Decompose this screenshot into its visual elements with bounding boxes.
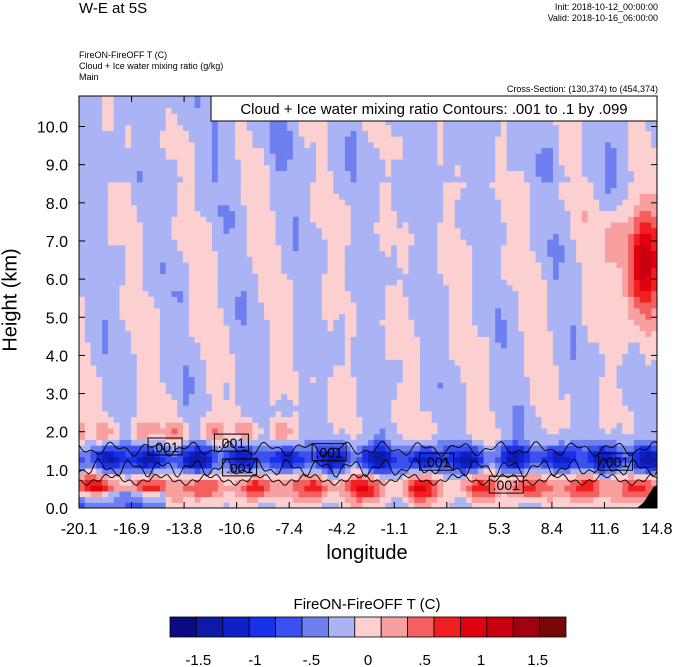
field-label-domain: Main: [79, 72, 99, 82]
colorbar-tick-label: 1.5: [527, 652, 548, 667]
contour-label: .001: [488, 475, 524, 494]
valid-time-label: Valid: 2018-10-16_06:00:00: [547, 13, 658, 23]
colorbar-tick-label: .5: [418, 652, 431, 667]
contour-info-box: Cloud + Ice water mixing ratio Contours:…: [210, 95, 658, 122]
contour-label: .001: [598, 452, 634, 471]
colorbar-swatch: [301, 616, 329, 638]
axes: 0.01.02.03.04.05.06.07.08.09.010.0-20.1-…: [37, 96, 673, 538]
y-tick-label: 8.0: [46, 196, 68, 213]
contour-label: .001: [419, 452, 455, 471]
colorbar-tick-label: 1: [477, 652, 485, 667]
contour-label: .001: [222, 458, 258, 477]
colorbar-tick-label: -.5: [303, 652, 321, 667]
colorbar: -1.5 -1 -.5 0 .5 1 1.5: [169, 616, 567, 667]
y-tick-label: 6.0: [46, 272, 68, 289]
x-tick-label: -10.6: [218, 521, 255, 538]
x-tick-label: 2.1: [436, 521, 458, 538]
colorbar-swatch: [459, 616, 488, 638]
x-tick-label: 8.4: [541, 521, 563, 538]
x-tick-label: -20.1: [61, 521, 98, 538]
y-tick-label: 9.0: [46, 158, 68, 175]
colorbar-title: FireON-FireOFF T (C): [293, 596, 441, 613]
colorbar-tick-label: -1.5: [185, 652, 211, 667]
colorbar-swatch: [539, 616, 567, 638]
contour-label: .001: [311, 443, 347, 462]
y-tick-label: 4.0: [46, 348, 68, 365]
colorbar-tick-label: -1: [248, 652, 261, 667]
colorbar-swatch: [354, 616, 382, 638]
colorbar-swatch: [486, 616, 514, 638]
field-label-temperature: FireON-FireOFF T (C): [79, 50, 168, 60]
x-tick-label: 14.8: [641, 521, 672, 538]
colorbar-swatch: [512, 616, 541, 638]
terrain: [637, 485, 657, 508]
contour-label: .001: [213, 433, 249, 452]
y-tick-label: 10.0: [37, 120, 68, 137]
contour-line: [79, 440, 657, 457]
colorbar-swatch: [248, 616, 276, 638]
chart-title: W-E at 5S: [79, 0, 148, 17]
colorbar-swatch: [195, 616, 224, 638]
y-axis-label: Height (km): [0, 248, 22, 352]
cross-section-label: Cross-Section: (130,374) to (454,374): [506, 84, 658, 94]
colorbar-swatch: [433, 616, 461, 638]
field-label-mixing-ratio: Cloud + Ice water mixing ratio (g/kg): [79, 61, 224, 71]
contour-line: [79, 473, 657, 487]
y-tick-label: 2.0: [46, 425, 68, 442]
colorbar-swatch: [380, 616, 409, 638]
colorbar-swatch: [407, 616, 435, 638]
x-tick-label: 11.6: [589, 521, 619, 538]
contour-line: [79, 457, 657, 478]
y-tick-label: 5.0: [46, 310, 68, 327]
x-tick-label: 5.3: [488, 521, 510, 538]
contour-info-text: Cloud + Ice water mixing ratio Contours:…: [240, 101, 627, 118]
y-tick-label: 0.0: [46, 501, 68, 518]
colorbar-swatch: [327, 616, 356, 638]
contour-label: .001: [147, 437, 183, 456]
x-tick-label: -1.1: [380, 521, 408, 538]
init-time-label: Init: 2018-10-12_00:00:00: [554, 2, 658, 12]
temperature-difference-field: [79, 96, 657, 508]
x-tick-label: -16.9: [113, 521, 150, 538]
colorbar-swatch: [275, 616, 303, 638]
y-tick-label: 7.0: [46, 234, 68, 251]
mixing-ratio-contours: .001 .001 .001 .001 .001 .001 .001: [79, 433, 657, 494]
x-tick-label: -4.2: [328, 521, 356, 538]
x-axis-label: longitude: [326, 542, 408, 564]
y-tick-label: 3.0: [46, 387, 68, 404]
colorbar-swatch: [169, 616, 197, 638]
x-tick-label: -7.4: [275, 521, 303, 538]
x-tick-label: -13.8: [166, 521, 203, 538]
y-tick-label: 1.0: [46, 463, 68, 480]
colorbar-swatch: [222, 616, 250, 638]
colorbar-tick-label: 0: [364, 652, 372, 667]
